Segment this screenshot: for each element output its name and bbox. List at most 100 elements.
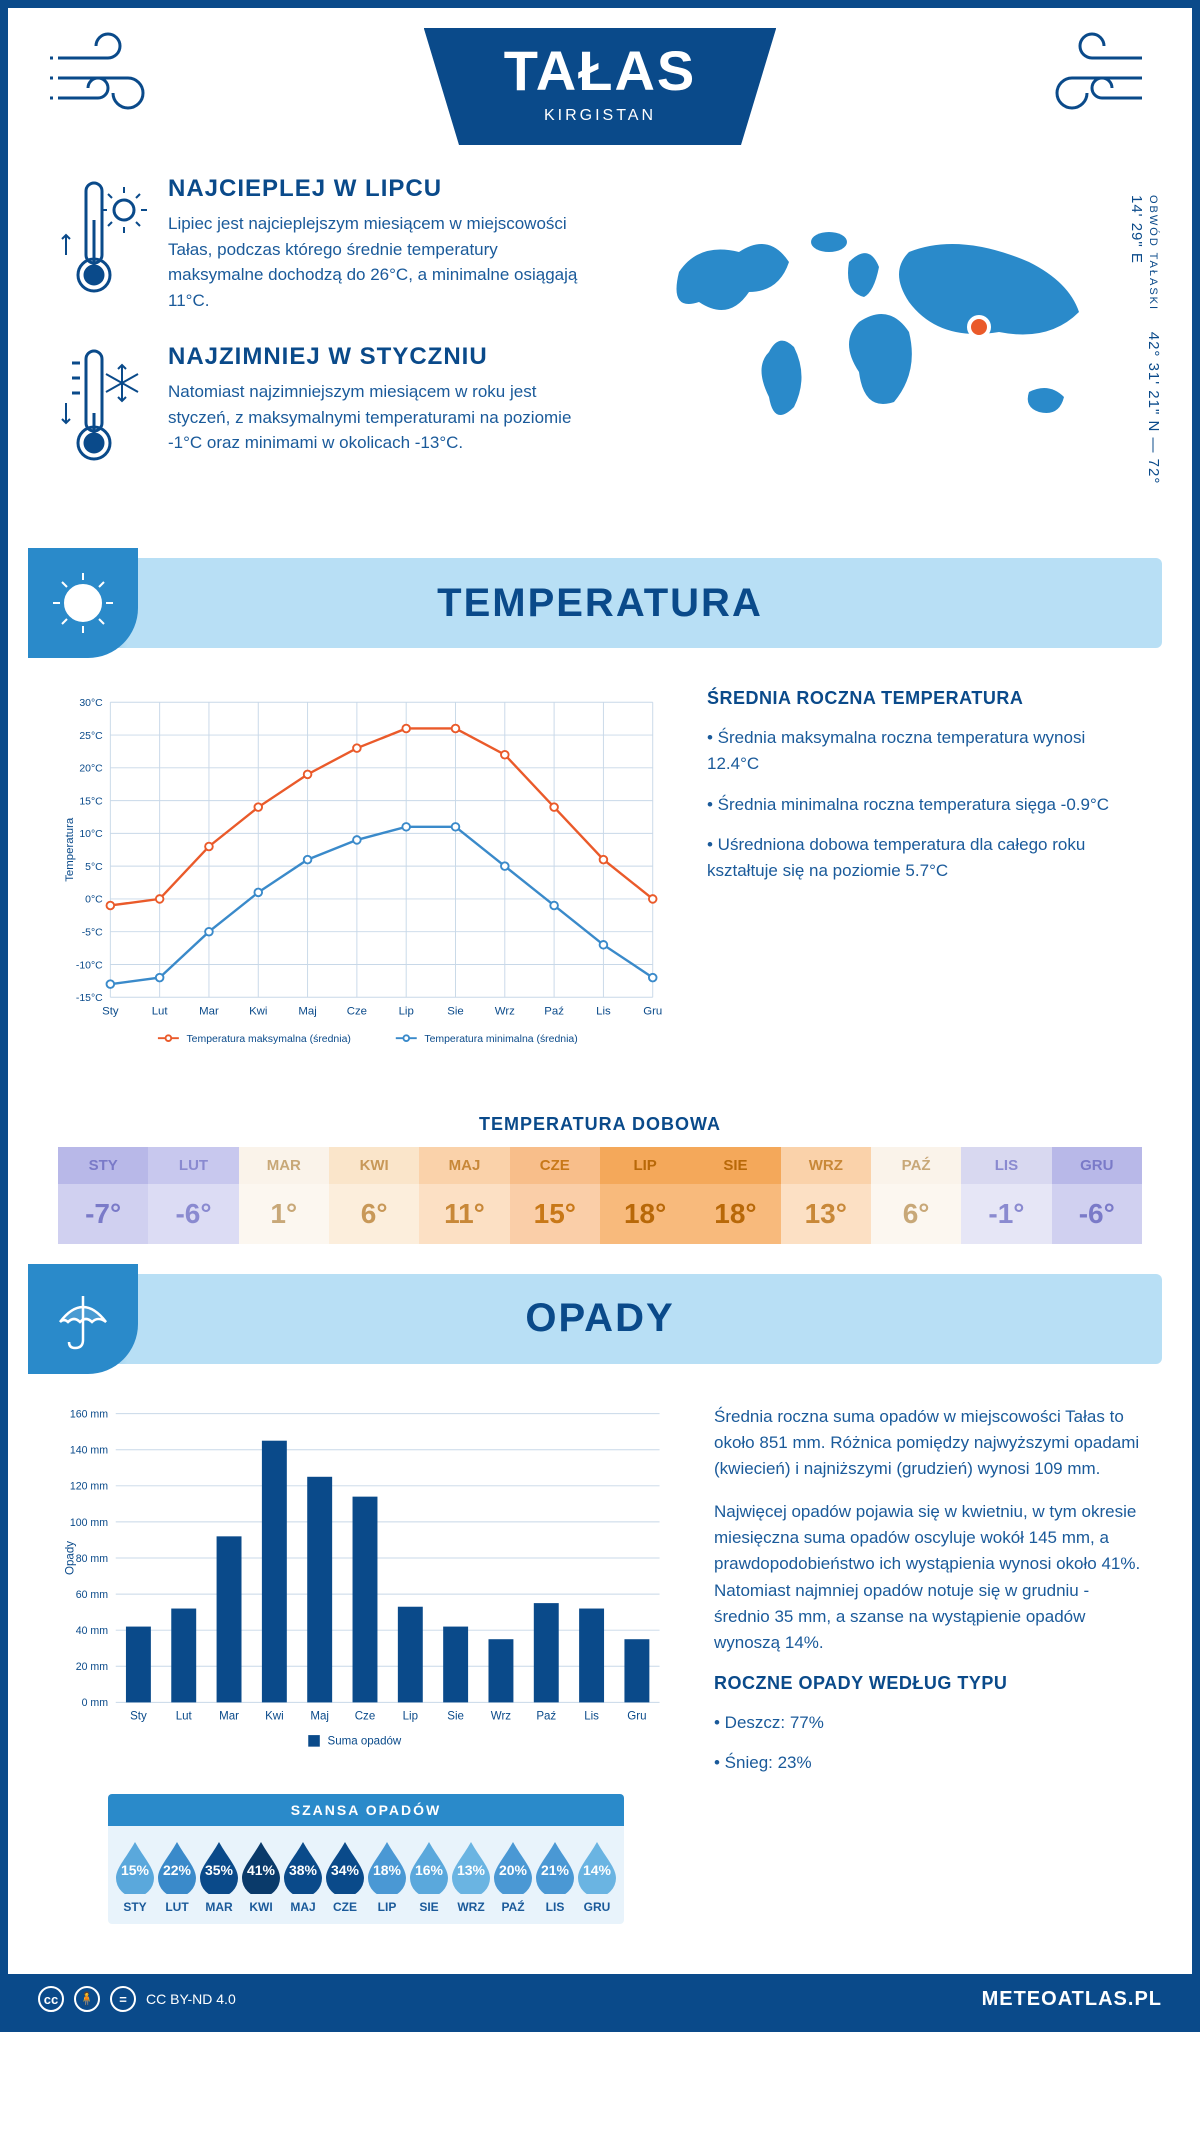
wind-icon-left bbox=[48, 28, 188, 133]
rain-drop: 15% STY bbox=[114, 1840, 156, 1914]
svg-text:Temperatura maksymalna (średni: Temperatura maksymalna (średnia) bbox=[186, 1034, 350, 1045]
daily-temp-title: TEMPERATURA DOBOWA bbox=[8, 1114, 1192, 1135]
svg-text:Mar: Mar bbox=[219, 1710, 239, 1722]
svg-text:Sty: Sty bbox=[130, 1710, 147, 1722]
svg-text:Wrz: Wrz bbox=[495, 1005, 515, 1017]
svg-text:Sie: Sie bbox=[447, 1710, 464, 1722]
temp-cell: MAR 1° bbox=[239, 1147, 329, 1244]
license-text: CC BY-ND 4.0 bbox=[146, 1991, 236, 2007]
temp-bullet-1: • Średnia maksymalna roczna temperatura … bbox=[707, 725, 1142, 778]
temp-side-heading: ŚREDNIA ROCZNA TEMPERATURA bbox=[707, 688, 1142, 709]
rain-chance-title: SZANSA OPADÓW bbox=[108, 1794, 624, 1826]
temp-cell: GRU -6° bbox=[1052, 1147, 1142, 1244]
svg-text:160 mm: 160 mm bbox=[70, 1408, 108, 1420]
coldest-text: Natomiast najzimniejszym miesiącem w rok… bbox=[168, 379, 585, 456]
rain-drop: 16% SIE bbox=[408, 1840, 450, 1914]
warmest-fact: NAJCIEPLEJ W LIPCU Lipiec jest najcieple… bbox=[58, 175, 585, 313]
temp-cell: STY -7° bbox=[58, 1147, 148, 1244]
by-icon: 🧍 bbox=[74, 1986, 100, 2012]
world-map bbox=[649, 212, 1109, 472]
rain-type-1: • Deszcz: 77% bbox=[714, 1710, 1142, 1736]
svg-text:Paź: Paź bbox=[536, 1710, 556, 1722]
temp-cell: KWI 6° bbox=[329, 1147, 419, 1244]
rain-drop: 35% MAR bbox=[198, 1840, 240, 1914]
rain-type-2: • Śnieg: 23% bbox=[714, 1750, 1142, 1776]
title-banner: TAŁAS KIRGISTAN bbox=[424, 28, 777, 145]
nd-icon: = bbox=[110, 1986, 136, 2012]
rain-type-title: ROCZNE OPADY WEDŁUG TYPU bbox=[714, 1673, 1142, 1694]
svg-text:Temperatura: Temperatura bbox=[64, 817, 76, 882]
svg-text:Lip: Lip bbox=[399, 1005, 414, 1017]
temp-cell: LIS -1° bbox=[961, 1147, 1051, 1244]
region-label: OBWÓD TAŁASKI bbox=[1147, 195, 1159, 311]
temperature-line-chart: -15°C-10°C-5°C0°C5°C10°C15°C20°C25°C30°C… bbox=[58, 688, 667, 1069]
umbrella-icon bbox=[28, 1264, 138, 1374]
rain-drop: 18% LIP bbox=[366, 1840, 408, 1914]
svg-text:140 mm: 140 mm bbox=[70, 1444, 108, 1456]
temp-cell: SIE 18° bbox=[690, 1147, 780, 1244]
svg-text:Lip: Lip bbox=[403, 1710, 418, 1722]
svg-text:20°C: 20°C bbox=[79, 764, 103, 775]
svg-text:20 mm: 20 mm bbox=[76, 1661, 109, 1673]
svg-text:Sty: Sty bbox=[102, 1005, 119, 1017]
coldest-title: NAJZIMNIEJ W STYCZNIU bbox=[168, 343, 585, 371]
svg-text:Maj: Maj bbox=[298, 1005, 316, 1017]
rain-section-bar: OPADY bbox=[38, 1274, 1162, 1364]
temp-bullet-3: • Uśredniona dobowa temperatura dla całe… bbox=[707, 832, 1142, 885]
svg-text:Lis: Lis bbox=[584, 1710, 599, 1722]
temperature-section-bar: TEMPERATURA bbox=[38, 558, 1162, 648]
warmest-title: NAJCIEPLEJ W LIPCU bbox=[168, 175, 585, 203]
page-subtitle: KIRGISTAN bbox=[504, 107, 697, 125]
svg-text:Suma opadów: Suma opadów bbox=[328, 1735, 402, 1747]
temp-cell: CZE 15° bbox=[510, 1147, 600, 1244]
site-name: METEOATLAS.PL bbox=[982, 1988, 1162, 2011]
svg-text:0 mm: 0 mm bbox=[82, 1697, 109, 1709]
svg-text:Wrz: Wrz bbox=[491, 1710, 512, 1722]
svg-text:Cze: Cze bbox=[347, 1005, 367, 1017]
rain-drop: 22% LUT bbox=[156, 1840, 198, 1914]
svg-text:30°C: 30°C bbox=[79, 698, 103, 709]
rain-drop: 21% LIS bbox=[534, 1840, 576, 1914]
svg-text:Gru: Gru bbox=[627, 1710, 646, 1722]
rain-chance-drops: 15% STY 22% LUT 35% MAR 41% KWI bbox=[108, 1826, 624, 1924]
svg-text:Kwi: Kwi bbox=[249, 1005, 267, 1017]
svg-text:Lis: Lis bbox=[596, 1005, 611, 1017]
svg-text:120 mm: 120 mm bbox=[70, 1480, 108, 1492]
footer: cc 🧍 = CC BY-ND 4.0 METEOATLAS.PL bbox=[8, 1974, 1192, 2024]
svg-text:Cze: Cze bbox=[355, 1710, 376, 1722]
temp-cell: WRZ 13° bbox=[781, 1147, 871, 1244]
rain-text-2: Najwięcej opadów pojawia się w kwietniu,… bbox=[714, 1499, 1142, 1657]
svg-text:Lut: Lut bbox=[176, 1710, 193, 1722]
cc-icon: cc bbox=[38, 1986, 64, 2012]
svg-text:5°C: 5°C bbox=[85, 862, 103, 873]
rain-drop: 13% WRZ bbox=[450, 1840, 492, 1914]
svg-text:Opady: Opady bbox=[64, 1540, 76, 1574]
rain-drop: 14% GRU bbox=[576, 1840, 618, 1914]
daily-temp-table: STY -7° LUT -6° MAR 1° KWI 6° MAJ 11° CZ… bbox=[58, 1147, 1142, 1244]
temp-cell: LUT -6° bbox=[148, 1147, 238, 1244]
coordinates: OBWÓD TAŁASKI 42° 31' 21" N — 72° 14' 29… bbox=[1128, 195, 1162, 508]
temperature-heading: TEMPERATURA bbox=[38, 581, 1162, 626]
svg-text:60 mm: 60 mm bbox=[76, 1589, 109, 1601]
svg-text:Maj: Maj bbox=[310, 1710, 329, 1722]
rain-drop: 41% KWI bbox=[240, 1840, 282, 1914]
intro-section: NAJCIEPLEJ W LIPCU Lipiec jest najcieple… bbox=[8, 145, 1192, 538]
svg-text:Paź: Paź bbox=[544, 1005, 564, 1017]
temp-bullet-2: • Średnia minimalna roczna temperatura s… bbox=[707, 792, 1142, 818]
location-marker bbox=[969, 317, 989, 337]
rain-text-1: Średnia roczna suma opadów w miejscowośc… bbox=[714, 1404, 1142, 1483]
rain-drop: 20% PAŹ bbox=[492, 1840, 534, 1914]
svg-text:Lut: Lut bbox=[152, 1005, 169, 1017]
svg-text:10°C: 10°C bbox=[79, 829, 103, 840]
coldest-fact: NAJZIMNIEJ W STYCZNIU Natomiast najzimni… bbox=[58, 343, 585, 478]
svg-text:Temperatura minimalna (średnia: Temperatura minimalna (średnia) bbox=[424, 1034, 577, 1045]
temp-cell: LIP 18° bbox=[600, 1147, 690, 1244]
page-title: TAŁAS bbox=[504, 38, 697, 103]
svg-text:40 mm: 40 mm bbox=[76, 1625, 109, 1637]
svg-text:-15°C: -15°C bbox=[76, 993, 103, 1004]
svg-text:15°C: 15°C bbox=[79, 796, 103, 807]
svg-text:-10°C: -10°C bbox=[76, 960, 103, 971]
precipitation-bar-chart: 0 mm20 mm40 mm60 mm80 mm100 mm120 mm140 … bbox=[58, 1404, 674, 1770]
thermometer-hot-icon bbox=[58, 175, 148, 313]
svg-text:25°C: 25°C bbox=[79, 731, 103, 742]
